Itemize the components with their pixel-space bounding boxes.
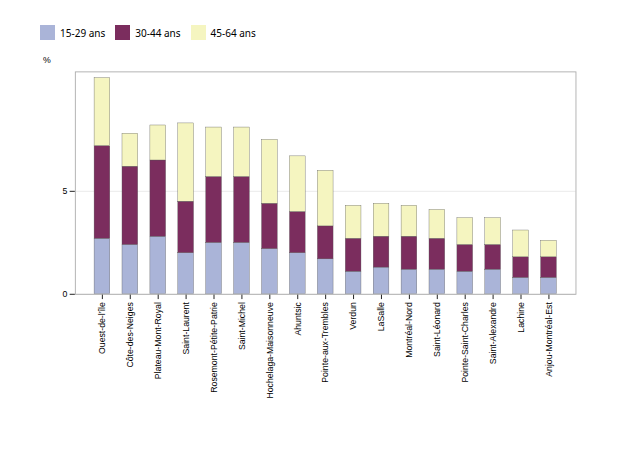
svg-text:Hochelaga-Maisonneuve: Hochelaga-Maisonneuve xyxy=(265,302,275,399)
svg-text:Verdun: Verdun xyxy=(348,302,358,330)
svg-text:Rosemont-Pétite-Patrie: Rosemont-Pétite-Patrie xyxy=(209,302,219,393)
html-text:15-29 ans: 15-29 ans xyxy=(60,25,106,40)
svg-text:Plateau-Mont-Royal: Plateau-Mont-Royal xyxy=(153,302,163,379)
svg-text:Pointe-aux-Trembles: Pointe-aux-Trembles xyxy=(320,302,330,383)
svg-text:Ahuntsic: Ahuntsic xyxy=(293,302,303,336)
svg-text:%: % xyxy=(43,55,51,65)
html-text:30-44 ans: 30-44 ans xyxy=(135,25,181,40)
svg-text:Pointe-Saint-Charles: Pointe-Saint-Charles xyxy=(460,302,470,383)
svg-text:Saint-Alexandre: Saint-Alexandre xyxy=(488,302,498,364)
svg-text:Montréal-Nord: Montréal-Nord xyxy=(404,302,414,358)
svg-text:5: 5 xyxy=(63,186,68,196)
svg-text:Lachine: Lachine xyxy=(516,302,526,333)
html-text:45-64 ans: 45-64 ans xyxy=(210,25,256,40)
svg-text:Saint-Michel: Saint-Michel xyxy=(237,302,247,350)
svg-text:Ouest-de-l’île: Ouest-de-l’île xyxy=(97,302,107,354)
svg-text:Saint-Léonard: Saint-Léonard xyxy=(432,302,442,357)
svg-text:LaSalle: LaSalle xyxy=(376,302,386,331)
svg-text:0: 0 xyxy=(63,289,68,299)
svg-text:Côte-des-Neiges: Côte-des-Neiges xyxy=(125,301,135,367)
svg-text:Anjou-Montréal-Est: Anjou-Montréal-Est xyxy=(544,302,554,377)
svg-text:Saint-Laurent: Saint-Laurent xyxy=(181,302,191,355)
